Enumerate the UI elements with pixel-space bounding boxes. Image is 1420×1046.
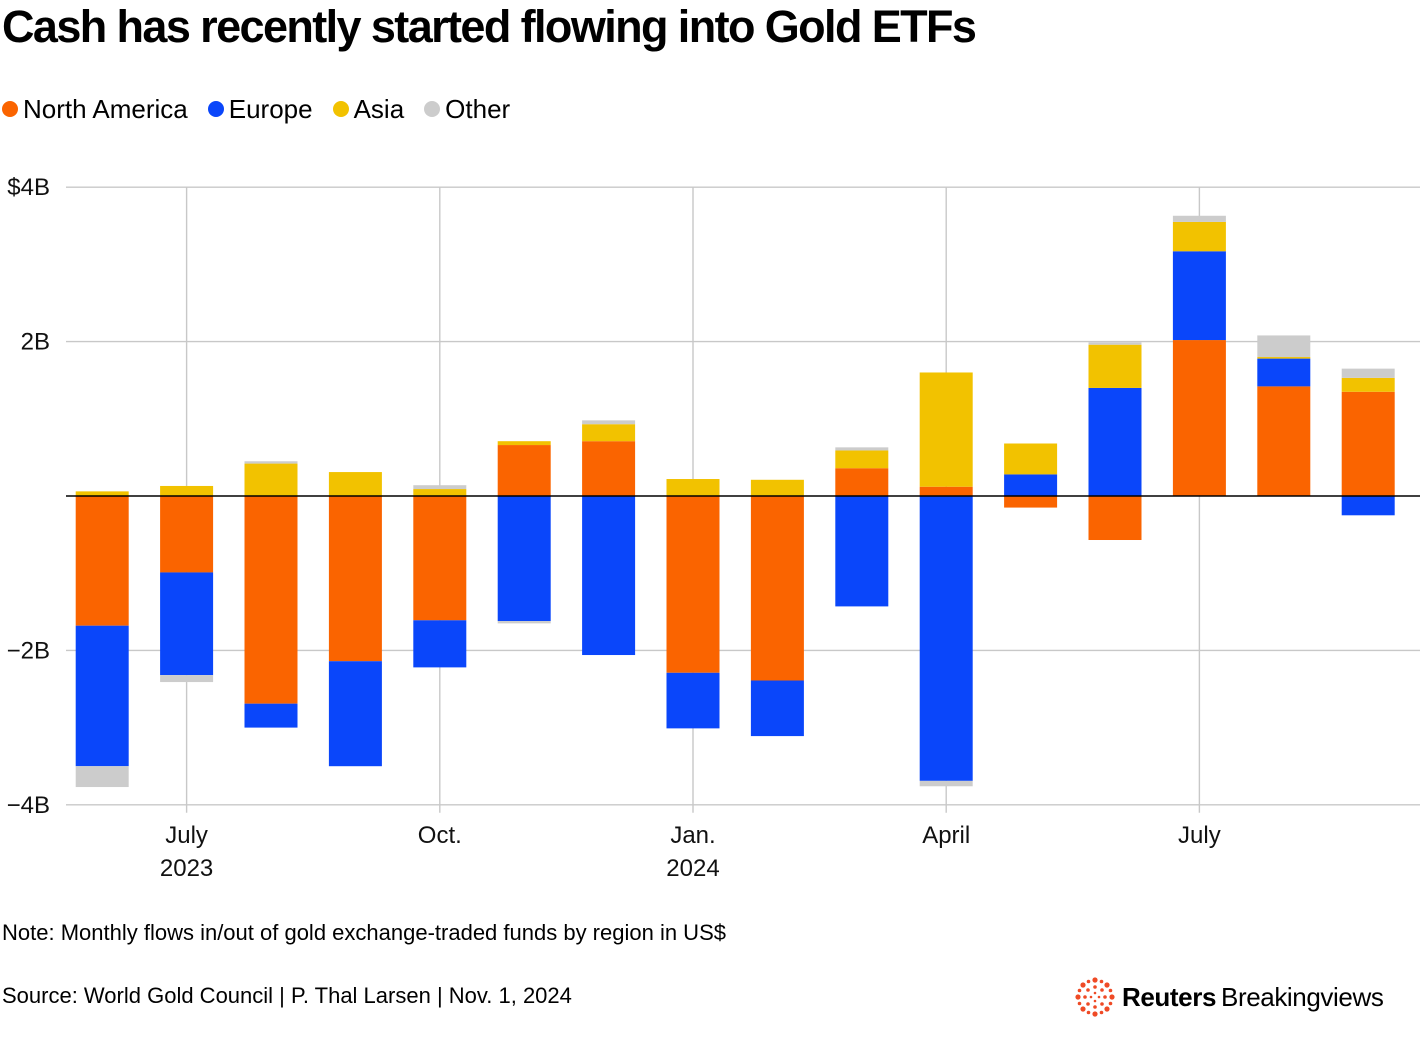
- bar-mar-2024-north-america: [835, 468, 889, 496]
- bar-feb-2024-europe: [750, 680, 804, 737]
- bar-jul-2024-europe: [1172, 251, 1226, 341]
- bar-mar-2024-europe: [835, 496, 889, 607]
- legend-item-asia: Asia: [332, 93, 405, 125]
- bar-jan-2024-asia: [666, 479, 720, 496]
- bar-jul-2023-other: [160, 675, 214, 683]
- bar-dec-2023-north-america: [582, 441, 636, 496]
- bar-jul-2024-north-america: [1172, 340, 1226, 496]
- bar-jul-2023-north-america: [160, 496, 214, 573]
- bar-jul-2024-other: [1172, 215, 1226, 222]
- bar-jul-2023-europe: [160, 572, 214, 676]
- reuters-logo-icon: [1075, 977, 1115, 1017]
- legend-label-europe: Europe: [228, 93, 313, 124]
- x-tick-label: Oct.: [418, 822, 462, 849]
- bar-apr-2024-other: [919, 780, 973, 787]
- legend-label-north-america: North America: [23, 93, 188, 124]
- bar-oct-2023-north-america: [413, 496, 467, 621]
- bar-may-2024-north-america: [1004, 496, 1058, 508]
- bar-aug-2024-north-america: [1257, 386, 1311, 496]
- bar-jun-2023-north-america: [75, 496, 129, 626]
- x-tick-label: Jan.: [670, 822, 715, 849]
- bar-sep-2024-europe: [1341, 496, 1395, 516]
- bars: [75, 215, 1395, 788]
- bar-nov-2023-europe: [497, 496, 551, 622]
- bar-aug-2023-north-america: [244, 496, 298, 704]
- bar-aug-2024-europe: [1257, 358, 1311, 387]
- bar-jun-2024-north-america: [1088, 496, 1142, 541]
- bar-apr-2024-north-america: [919, 486, 973, 496]
- bar-jan-2024-europe: [666, 672, 720, 729]
- bar-jun-2024-asia: [1088, 344, 1142, 388]
- bar-mar-2024-asia: [835, 450, 889, 469]
- bar-oct-2023-europe: [413, 620, 467, 668]
- y-tick-label: −4B: [7, 792, 50, 819]
- x-tick-label: 2024: [666, 855, 719, 882]
- x-tick-label: 2023: [160, 855, 213, 882]
- chart-title: Cash has recently started flowing into G…: [2, 1, 977, 52]
- bar-apr-2024-asia: [919, 372, 973, 487]
- legend-swatch-europe: [207, 101, 224, 117]
- bar-oct-2023-asia: [413, 489, 467, 496]
- legend-label-asia: Asia: [353, 93, 405, 124]
- bar-may-2024-europe: [1004, 474, 1058, 496]
- bar-nov-2023-asia: [497, 441, 551, 446]
- legend-label-other: Other: [445, 93, 511, 124]
- y-axis-labels: $4B 2B −2B −4B: [7, 174, 50, 819]
- bar-nov-2023-other: [497, 621, 551, 624]
- y-tick-label: −2B: [7, 637, 50, 664]
- bar-jun-2024-other: [1088, 342, 1142, 345]
- bar-aug-2023-other: [244, 461, 298, 464]
- bar-sep-2024-asia: [1341, 377, 1395, 392]
- bar-apr-2024-europe: [919, 496, 973, 781]
- legend-swatch-other: [424, 101, 441, 117]
- legend: North America Europe Asia Other: [2, 92, 530, 126]
- x-tick-label: July: [165, 822, 208, 849]
- chart-source: Source: World Gold Council | P. Thal Lar…: [2, 983, 572, 1008]
- bar-jul-2023-asia: [160, 485, 214, 496]
- bar-dec-2023-europe: [582, 496, 636, 656]
- bar-aug-2023-europe: [244, 703, 298, 728]
- legend-item-europe: Europe: [207, 93, 313, 125]
- bar-dec-2023-asia: [582, 424, 636, 442]
- brand-name-regular: Breakingviews: [1221, 981, 1384, 1012]
- bar-sep-2023-europe: [328, 661, 382, 767]
- chart-note: Note: Monthly flows in/out of gold excha…: [2, 920, 726, 945]
- brand-name-bold: Reuters: [1122, 981, 1217, 1012]
- y-tick-label: 2B: [21, 329, 50, 356]
- bar-dec-2023-other: [582, 420, 636, 425]
- bar-sep-2024-north-america: [1341, 391, 1395, 496]
- x-tick-label: April: [922, 822, 970, 849]
- legend-swatch-north-america: [2, 101, 18, 117]
- bar-oct-2023-other: [413, 485, 467, 490]
- legend-item-other: Other: [424, 94, 510, 125]
- bar-jan-2024-north-america: [666, 496, 720, 673]
- bar-feb-2024-asia: [750, 479, 804, 496]
- legend-swatch-asia: [332, 101, 349, 117]
- bar-jun-2024-europe: [1088, 387, 1142, 496]
- x-tick-label: July: [1178, 822, 1221, 849]
- bar-jun-2023-asia: [75, 491, 129, 496]
- bar-may-2024-asia: [1004, 443, 1058, 475]
- bar-sep-2024-other: [1341, 368, 1395, 378]
- bar-jun-2023-other: [75, 766, 129, 788]
- bar-nov-2023-north-america: [497, 445, 551, 496]
- bar-jul-2024-asia: [1172, 221, 1226, 252]
- bar-aug-2024-asia: [1257, 357, 1311, 359]
- bar-sep-2023-north-america: [328, 496, 382, 662]
- bar-jun-2023-europe: [75, 625, 129, 767]
- bar-sep-2023-asia: [328, 472, 382, 496]
- bar-aug-2023-asia: [244, 463, 298, 496]
- bar-feb-2024-north-america: [750, 496, 804, 681]
- bar-aug-2024-other: [1257, 335, 1311, 358]
- x-axis-labels: July 2023 Oct. Jan. 2024 April July: [160, 822, 1221, 882]
- brand-logo: Reuters Breakingviews: [1074, 974, 1384, 1020]
- legend-item-north-america: North America: [2, 94, 188, 125]
- y-tick-label: $4B: [7, 174, 50, 201]
- bar-mar-2024-other: [835, 447, 889, 451]
